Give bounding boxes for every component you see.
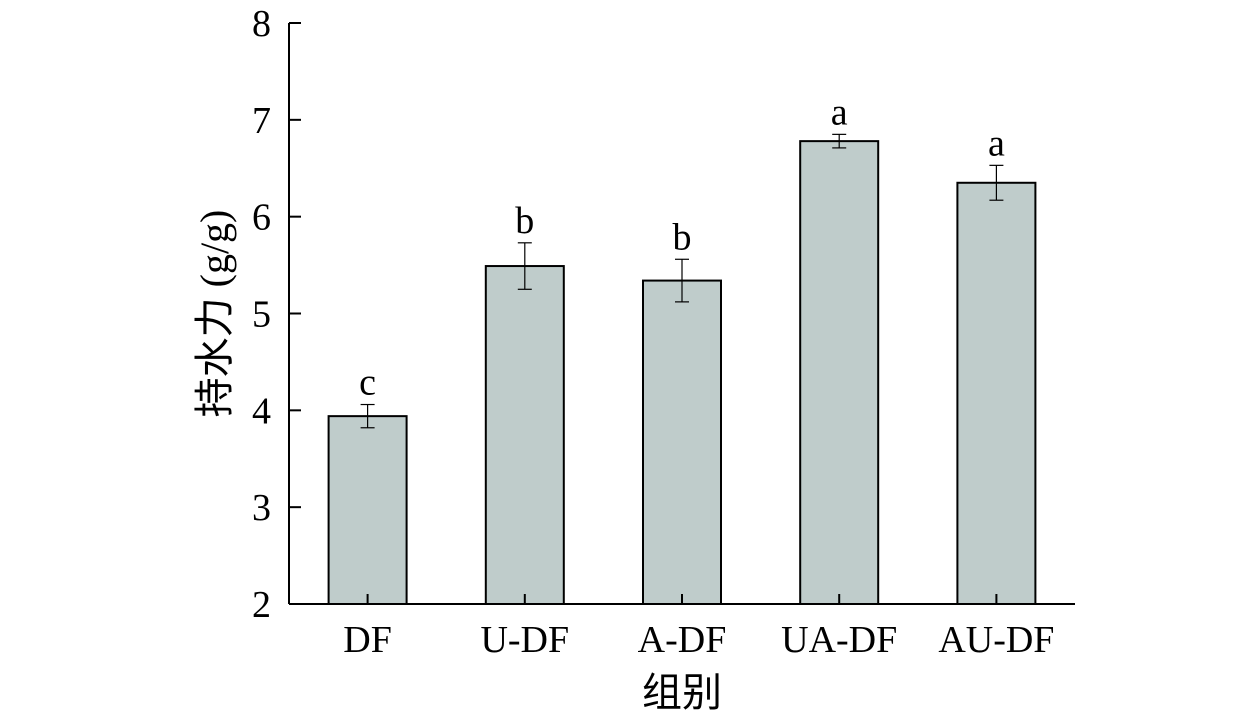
bar bbox=[956, 181, 1037, 605]
y-tick-label: 4 bbox=[252, 390, 271, 432]
y-ticks-layer: 2 3 4 5 6 7 8 bbox=[252, 3, 301, 626]
x-ticks-layer: DF U-DF A-DF UA-DF AU-DF bbox=[343, 594, 1054, 661]
significance-label: b bbox=[515, 200, 534, 242]
significance-label: c bbox=[359, 362, 376, 404]
bars-layer bbox=[327, 140, 1037, 606]
y-tick-label: 7 bbox=[252, 100, 271, 142]
error-bar bbox=[675, 258, 689, 303]
error-bar bbox=[517, 242, 532, 290]
x-tick-label: AU-DF bbox=[938, 619, 1054, 661]
x-tick-label: UA-DF bbox=[781, 619, 897, 661]
x-axis-title: 组别 bbox=[642, 670, 722, 715]
significance-label: b bbox=[673, 216, 692, 258]
y-tick-label: 6 bbox=[252, 197, 271, 239]
x-tick-label: A-DF bbox=[638, 619, 727, 661]
y-tick-label: 2 bbox=[252, 584, 271, 626]
bar bbox=[642, 279, 722, 605]
x-tick-label: DF bbox=[343, 619, 392, 661]
bar bbox=[484, 265, 565, 605]
significance-label: a bbox=[988, 122, 1005, 164]
y-axis-title: 持水力 (g/g) bbox=[192, 210, 237, 418]
significance-labels-layer: c b b a a bbox=[359, 91, 1005, 403]
error-bar bbox=[360, 403, 375, 429]
error-bars-layer bbox=[360, 133, 1004, 429]
bar bbox=[327, 415, 408, 606]
error-bar bbox=[989, 164, 1004, 201]
error-bar bbox=[832, 133, 847, 149]
y-tick-label: 8 bbox=[252, 3, 271, 45]
bar bbox=[799, 140, 880, 606]
y-tick-label: 5 bbox=[252, 294, 271, 336]
significance-label: a bbox=[831, 91, 848, 133]
x-tick-label: U-DF bbox=[480, 619, 569, 661]
y-tick-label: 3 bbox=[252, 487, 271, 529]
